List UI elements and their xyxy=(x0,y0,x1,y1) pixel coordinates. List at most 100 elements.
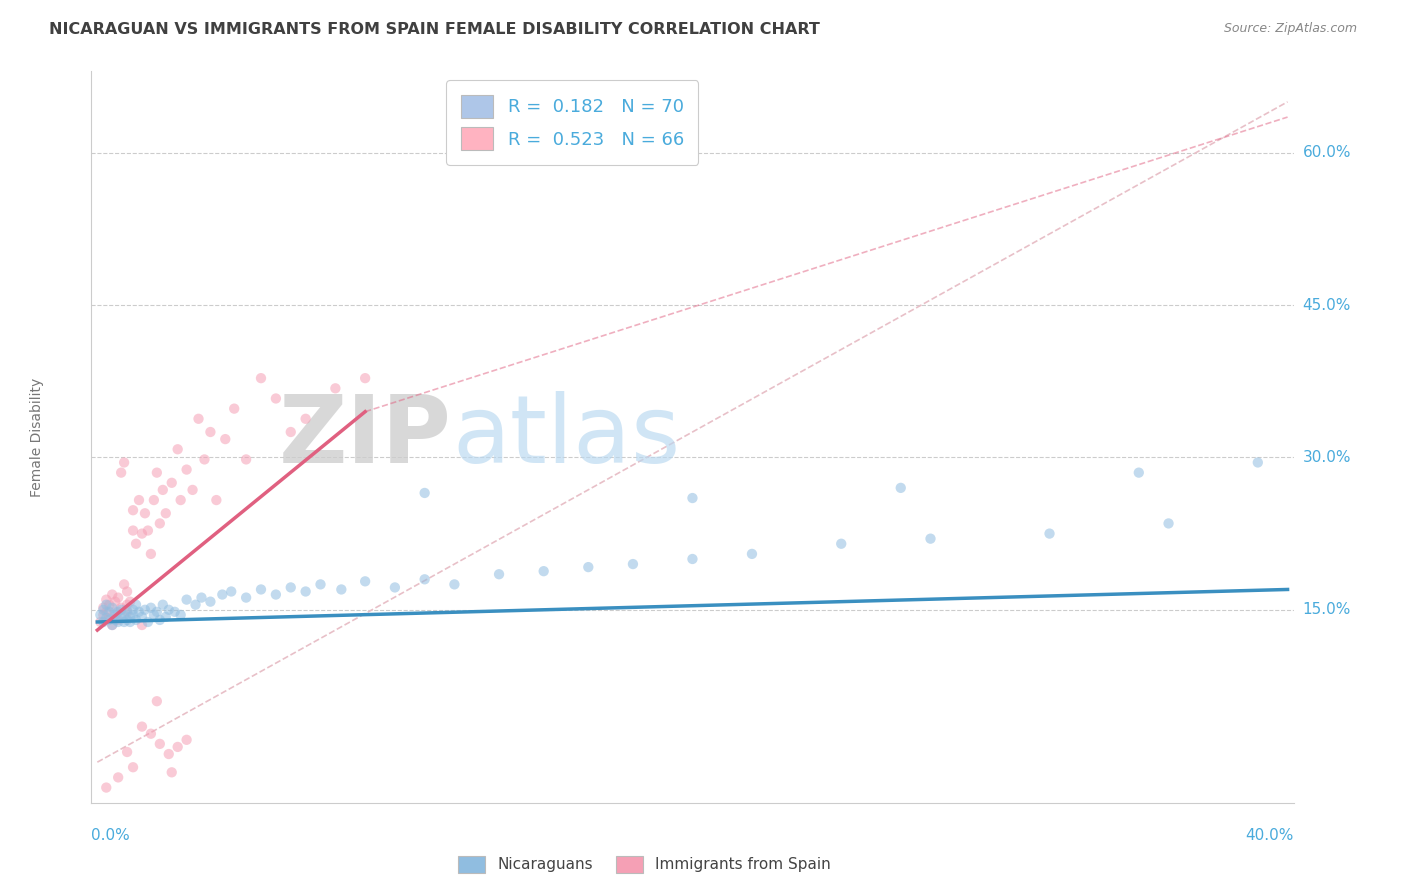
Point xyxy=(125,598,148,612)
Point xyxy=(115,613,138,627)
Point xyxy=(91,615,114,629)
Point xyxy=(169,607,191,622)
Point xyxy=(741,547,763,561)
Point xyxy=(96,611,118,625)
Point xyxy=(621,557,644,571)
Point xyxy=(98,598,121,612)
Text: Source: ZipAtlas.com: Source: ZipAtlas.com xyxy=(1223,22,1357,36)
Point xyxy=(110,603,132,617)
Point xyxy=(139,600,162,615)
Point xyxy=(166,442,188,457)
Point xyxy=(181,483,204,497)
Point xyxy=(107,615,129,629)
Text: 15.0%: 15.0% xyxy=(1302,602,1351,617)
Point xyxy=(280,425,302,439)
Point xyxy=(120,595,142,609)
Point xyxy=(146,694,169,708)
Point xyxy=(576,560,599,574)
Point xyxy=(160,765,183,780)
Point xyxy=(104,605,127,619)
Point xyxy=(104,595,127,609)
Point xyxy=(920,532,942,546)
Point xyxy=(107,613,129,627)
Point xyxy=(184,598,207,612)
Point xyxy=(128,493,150,508)
Point xyxy=(98,605,121,619)
Point xyxy=(131,526,153,541)
Point xyxy=(309,577,332,591)
Point xyxy=(136,615,159,629)
Point xyxy=(107,771,129,785)
Point xyxy=(1157,516,1180,531)
Point xyxy=(122,760,145,774)
Point xyxy=(830,537,852,551)
Point xyxy=(205,493,228,508)
Point xyxy=(1247,455,1270,469)
Legend: Nicaraguans, Immigrants from Spain: Nicaraguans, Immigrants from Spain xyxy=(451,849,838,880)
Point xyxy=(120,610,142,624)
Point xyxy=(122,607,145,622)
Point xyxy=(176,462,198,476)
Point xyxy=(122,503,145,517)
Point xyxy=(163,605,186,619)
Point xyxy=(149,613,172,627)
Point xyxy=(488,567,510,582)
Point xyxy=(224,401,246,416)
Point xyxy=(91,607,114,622)
Point xyxy=(139,547,162,561)
Point xyxy=(443,577,465,591)
Point xyxy=(354,574,377,589)
Point xyxy=(176,732,198,747)
Point xyxy=(149,737,172,751)
Point xyxy=(155,506,177,520)
Point xyxy=(104,607,127,622)
Point xyxy=(125,613,148,627)
Point xyxy=(166,739,188,754)
Point xyxy=(112,455,135,469)
Point xyxy=(250,371,273,385)
Point xyxy=(125,537,148,551)
Text: NICARAGUAN VS IMMIGRANTS FROM SPAIN FEMALE DISABILITY CORRELATION CHART: NICARAGUAN VS IMMIGRANTS FROM SPAIN FEMA… xyxy=(49,22,820,37)
Text: 40.0%: 40.0% xyxy=(1246,828,1294,843)
Point xyxy=(413,572,436,586)
Point xyxy=(98,613,121,627)
Point xyxy=(330,582,353,597)
Point xyxy=(413,486,436,500)
Point xyxy=(122,603,145,617)
Point xyxy=(681,491,703,505)
Point xyxy=(107,605,129,619)
Point xyxy=(91,603,114,617)
Point xyxy=(101,618,124,632)
Point xyxy=(219,584,242,599)
Point xyxy=(190,591,212,605)
Point xyxy=(89,615,111,629)
Point xyxy=(115,584,138,599)
Point xyxy=(160,475,183,490)
Point xyxy=(214,432,236,446)
Point xyxy=(96,605,118,619)
Text: 0.0%: 0.0% xyxy=(91,828,131,843)
Point xyxy=(89,607,111,622)
Point xyxy=(139,727,162,741)
Text: atlas: atlas xyxy=(451,391,681,483)
Point xyxy=(264,588,287,602)
Point xyxy=(120,615,142,629)
Point xyxy=(681,552,703,566)
Point xyxy=(115,745,138,759)
Point xyxy=(112,615,135,629)
Point xyxy=(146,466,169,480)
Point xyxy=(131,618,153,632)
Point xyxy=(134,603,156,617)
Point xyxy=(149,516,172,531)
Point xyxy=(128,605,150,619)
Point xyxy=(101,588,124,602)
Point xyxy=(101,706,124,721)
Point xyxy=(96,598,118,612)
Point xyxy=(200,595,222,609)
Point xyxy=(176,592,198,607)
Point xyxy=(294,584,316,599)
Text: 30.0%: 30.0% xyxy=(1302,450,1351,465)
Point xyxy=(115,605,138,619)
Point xyxy=(157,747,180,761)
Point xyxy=(104,613,127,627)
